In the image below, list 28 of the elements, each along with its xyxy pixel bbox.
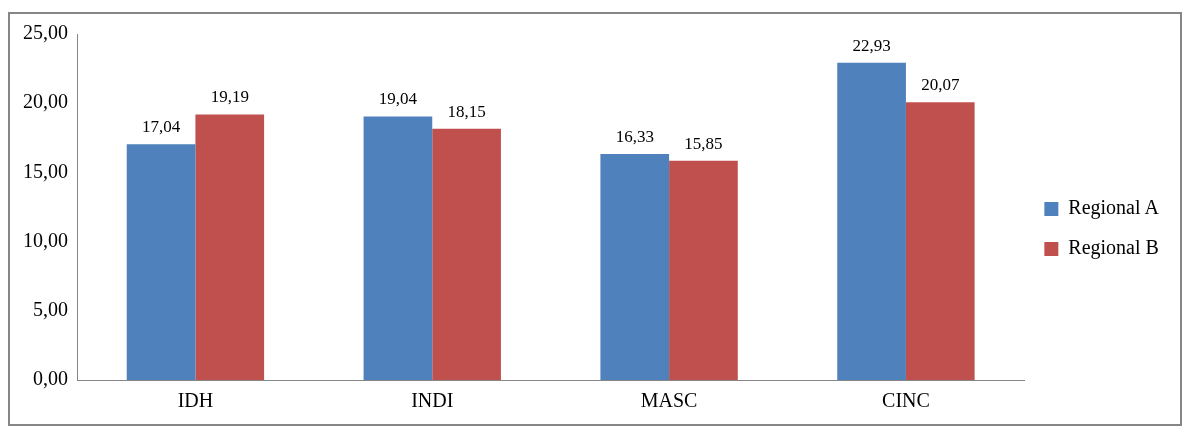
y-tick-label: 10,00 bbox=[23, 228, 68, 251]
bar bbox=[195, 114, 265, 380]
x-tick-label: INDI bbox=[411, 389, 454, 412]
bar bbox=[432, 128, 501, 380]
bar bbox=[126, 144, 196, 380]
data-label: 20,07 bbox=[921, 75, 960, 95]
bar bbox=[600, 153, 670, 380]
y-tick-label: 15,00 bbox=[23, 159, 68, 182]
bar bbox=[837, 62, 906, 380]
data-label: 19,19 bbox=[210, 87, 249, 107]
x-tick-label: IDH bbox=[177, 389, 214, 412]
y-tick-label: 0,00 bbox=[33, 367, 68, 390]
legend-label: Regional A bbox=[1068, 196, 1160, 220]
legend-label: Regional B bbox=[1068, 236, 1159, 260]
bar bbox=[669, 160, 738, 380]
data-label: 17,04 bbox=[141, 117, 181, 137]
data-label: 18,15 bbox=[447, 101, 486, 121]
data-label: 19,04 bbox=[378, 89, 418, 109]
y-tick-label: 5,00 bbox=[33, 298, 68, 321]
data-label: 16,33 bbox=[615, 126, 654, 146]
data-label: 22,93 bbox=[852, 35, 891, 55]
bar bbox=[363, 116, 433, 380]
y-tick-label: 25,00 bbox=[23, 21, 68, 44]
y-tick-label: 20,00 bbox=[23, 90, 68, 113]
data-label: 15,85 bbox=[684, 133, 723, 153]
x-tick-label: CINC bbox=[882, 389, 930, 412]
x-tick-label: MASC bbox=[640, 389, 698, 412]
bar bbox=[905, 102, 975, 380]
